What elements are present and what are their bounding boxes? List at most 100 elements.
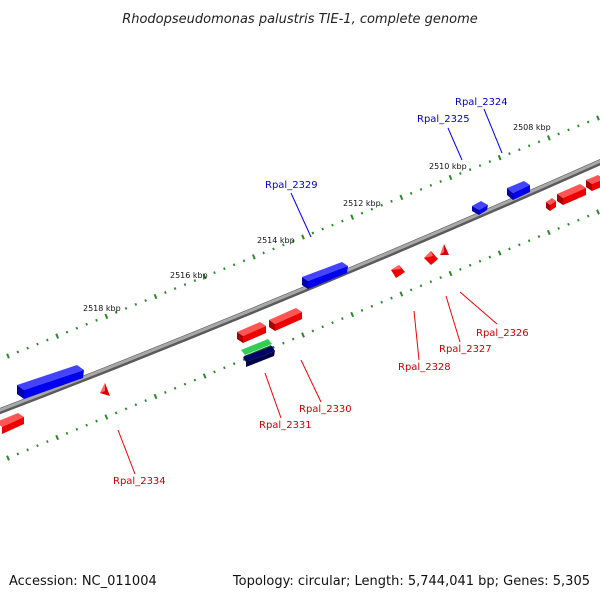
tick-mark	[546, 229, 551, 236]
gene-rpal-2334-feature[interactable]	[100, 383, 110, 396]
gene-reverse-edge-right-feature[interactable]	[586, 175, 600, 191]
inner-tick-track	[6, 209, 600, 461]
gene-rpal-2330-feature[interactable]	[237, 322, 266, 343]
gene-label-rpal-2334[interactable]: Rpal_2334	[113, 476, 166, 487]
gene-rpal-2331-feature[interactable]	[241, 339, 275, 367]
tick-mark	[124, 306, 128, 310]
accession-text: Accession: NC_011004	[9, 574, 157, 589]
tick-label-2512: 2512 kbp	[343, 199, 381, 208]
tick-mark	[134, 302, 138, 306]
gene-forward-left-feature[interactable]	[17, 365, 84, 399]
tick-mark	[173, 287, 177, 291]
tick-mark	[596, 209, 600, 215]
tick-mark	[488, 255, 492, 259]
tick-mark	[65, 431, 69, 435]
tick-mark	[6, 455, 10, 461]
gene-reverse-right-feature[interactable]	[557, 184, 586, 205]
tick-mark	[223, 267, 226, 271]
gene-rpal-2327-feature[interactable]	[424, 251, 438, 265]
tick-mark	[183, 382, 187, 386]
tick-label-2508: 2508 kbp	[513, 123, 551, 132]
tick-mark	[301, 332, 305, 338]
gene-label-rpal-2326[interactable]: Rpal_2326	[476, 328, 529, 339]
tick-mark	[164, 291, 167, 294]
tick-mark	[448, 174, 453, 181]
tick-mark	[282, 341, 285, 345]
tick-mark	[124, 407, 128, 411]
tick-mark	[46, 440, 49, 444]
tick-mark	[557, 132, 560, 136]
gene-reverse-small-right-feature[interactable]	[546, 198, 556, 211]
tick-mark	[104, 313, 109, 320]
tick-mark	[46, 338, 49, 342]
gene-label-rpal-2328[interactable]: Rpal_2328	[398, 362, 451, 373]
tick-mark	[409, 288, 413, 292]
tick-mark	[341, 219, 344, 223]
gene-rpal-2324-feature[interactable]	[507, 181, 530, 200]
tick-mark	[527, 144, 531, 148]
tick-mark	[360, 308, 364, 312]
tick-mark	[75, 427, 79, 431]
gene-label-rpal-2330[interactable]: Rpal_2330	[299, 404, 352, 415]
tick-mark	[321, 325, 324, 329]
leader-lines	[117, 108, 503, 475]
tick-mark	[134, 403, 138, 407]
tick-mark	[370, 304, 374, 308]
tick-mark	[251, 254, 256, 260]
tick-mark	[193, 279, 197, 283]
tick-mark	[183, 283, 187, 287]
gene-label-rpal-2324[interactable]: Rpal_2324	[455, 97, 508, 108]
tick-mark	[153, 393, 158, 400]
tick-mark	[360, 211, 364, 215]
tick-mark	[577, 124, 580, 128]
tick-mark	[448, 270, 453, 277]
tick-mark	[104, 414, 109, 420]
tick-label-2510: 2510 kbp	[429, 162, 467, 171]
tick-mark	[497, 154, 502, 161]
tick-mark	[232, 263, 236, 267]
tick-mark	[459, 267, 462, 271]
tick-mark	[282, 243, 285, 247]
tick-mark	[468, 263, 472, 267]
gene-rpal-2329-feature[interactable]	[302, 262, 348, 289]
tick-mark	[223, 366, 226, 370]
tick-mark	[213, 271, 216, 275]
gene-label-rpal-2325[interactable]: Rpal_2325	[417, 114, 470, 125]
tick-mark	[390, 199, 393, 203]
tick-mark	[242, 259, 246, 263]
tick-mark	[518, 148, 521, 152]
tick-mark	[508, 247, 511, 251]
tick-mark	[144, 399, 147, 403]
tick-mark	[429, 280, 433, 284]
gene-rpal-2326-feature[interactable]	[391, 265, 405, 278]
map-title: Rhodopseudomonas palustris TIE-1, comple…	[122, 12, 478, 27]
gene-label-rpal-2331[interactable]: Rpal_2331	[259, 420, 312, 431]
tick-mark	[518, 243, 521, 247]
tick-mark	[85, 322, 88, 326]
tick-mark	[497, 250, 502, 256]
tick-mark	[429, 183, 433, 187]
tick-mark	[272, 345, 275, 349]
tick-mark	[6, 353, 10, 359]
tick-mark	[409, 191, 413, 195]
gene-label-rpal-2327[interactable]: Rpal_2327	[439, 344, 492, 355]
tick-mark	[202, 373, 207, 379]
tick-label-2516: 2516 kbp	[170, 271, 208, 280]
gene-reverse-edge-left-feature[interactable]	[0, 413, 24, 434]
tick-mark	[567, 222, 570, 226]
gene-rpal-2325-feature[interactable]	[472, 201, 488, 215]
tick-mark	[567, 128, 570, 132]
tick-mark	[36, 444, 39, 448]
tick-mark	[55, 333, 60, 339]
tick-mark	[16, 452, 20, 456]
tick-mark	[488, 160, 492, 164]
gene-label-rpal-2329[interactable]: Rpal_2329	[265, 180, 318, 191]
tick-mark	[399, 291, 404, 297]
gene-rpal-2328-feature[interactable]	[269, 308, 302, 331]
tick-mark	[213, 370, 216, 374]
gene-reverse-marker-feature[interactable]	[440, 244, 449, 255]
tick-mark	[399, 194, 404, 201]
tick-mark	[468, 168, 472, 172]
tick-mark	[459, 172, 462, 175]
